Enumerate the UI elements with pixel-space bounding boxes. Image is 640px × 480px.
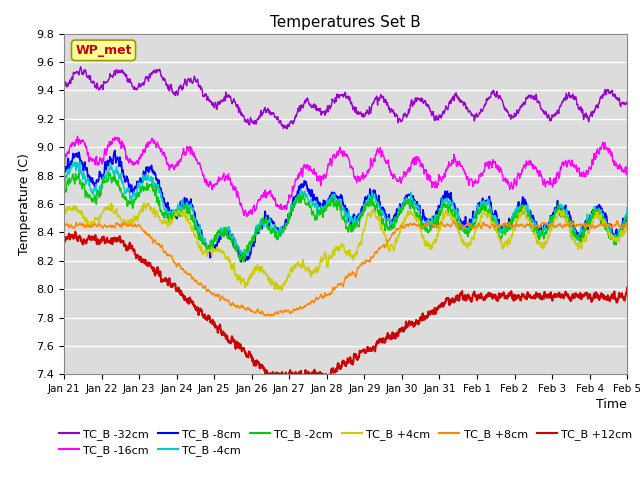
Title: Temperatures Set B: Temperatures Set B	[270, 15, 421, 30]
Text: WP_met: WP_met	[76, 44, 132, 57]
Legend: TC_B -32cm, TC_B -16cm, TC_B -8cm, TC_B -4cm, TC_B -2cm, TC_B +4cm, TC_B +8cm, T: TC_B -32cm, TC_B -16cm, TC_B -8cm, TC_B …	[54, 424, 637, 460]
Text: Time: Time	[596, 398, 627, 411]
Y-axis label: Temperature (C): Temperature (C)	[18, 153, 31, 255]
